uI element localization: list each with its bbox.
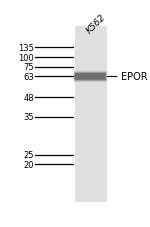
Text: K562: K562 (84, 12, 107, 35)
Text: 35: 35 (23, 113, 34, 122)
Text: 75: 75 (23, 63, 34, 72)
Bar (75, 27, 107, 202)
FancyBboxPatch shape (74, 73, 106, 81)
Text: 63: 63 (23, 73, 34, 81)
Text: 25: 25 (23, 150, 34, 159)
FancyBboxPatch shape (75, 74, 106, 80)
Text: 20: 20 (23, 160, 34, 169)
Text: 135: 135 (18, 44, 34, 53)
Text: 100: 100 (18, 53, 34, 62)
FancyBboxPatch shape (74, 72, 107, 82)
Text: EPOR: EPOR (121, 72, 148, 82)
Text: 48: 48 (23, 94, 34, 103)
FancyBboxPatch shape (73, 72, 107, 83)
